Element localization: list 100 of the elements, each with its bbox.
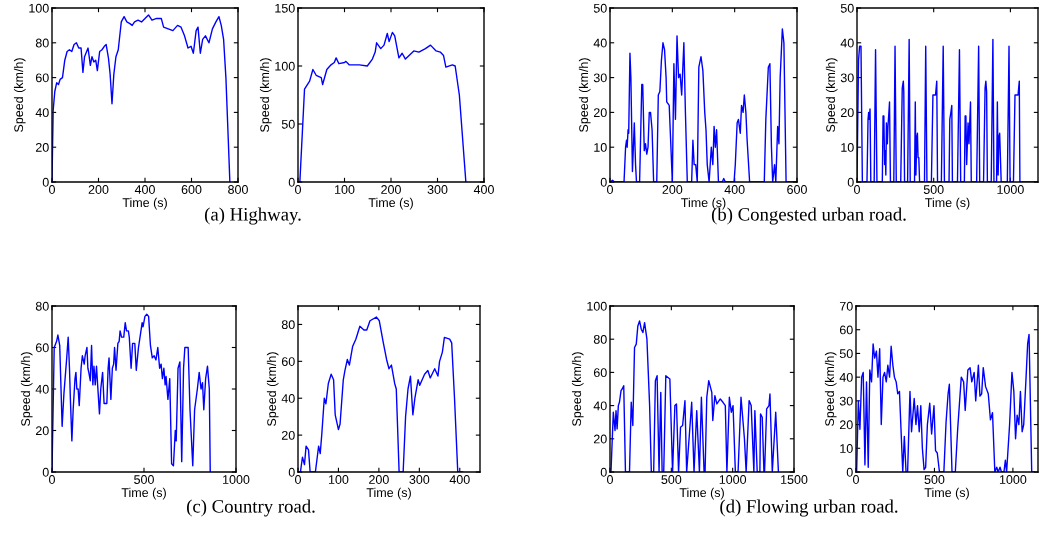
- y-tick-label: 80: [35, 38, 49, 48]
- y-tick-label: 0: [846, 467, 853, 477]
- y-tick-label: 60: [35, 343, 49, 353]
- x-tick-label: 400: [473, 185, 494, 194]
- x-tick-label: 600: [181, 185, 202, 194]
- x-axis-title: Time (s): [679, 487, 724, 500]
- y-axis-title: Speed (km/h): [571, 352, 584, 426]
- x-tick-label: 0: [607, 185, 613, 194]
- x-tick-label: 0: [295, 185, 301, 194]
- x-axis-title: Time (s): [121, 487, 166, 500]
- y-tick-label: 20: [839, 420, 853, 430]
- line-series: [856, 333, 1035, 472]
- x-axis-title: Time (s): [925, 197, 970, 210]
- x-tick-label: 300: [409, 475, 430, 484]
- y-tick-label: 20: [840, 108, 854, 118]
- x-tick-label: 500: [134, 475, 154, 484]
- x-tick-label: 100: [335, 185, 355, 194]
- x-tick-label: 200: [381, 185, 401, 194]
- x-axis-title: Time (s): [122, 197, 167, 210]
- y-tick-label: 20: [35, 143, 49, 152]
- x-tick-label: 1000: [223, 475, 250, 484]
- y-tick-label: 30: [839, 396, 853, 406]
- x-axis-title: Time (s): [924, 487, 969, 500]
- y-tick-label: 100: [29, 3, 49, 13]
- x-tick-label: 0: [49, 475, 55, 484]
- y-tick-label: 60: [35, 73, 49, 83]
- y-tick-label: 50: [840, 3, 854, 13]
- y-tick-label: 80: [35, 301, 49, 311]
- y-tick-label: 40: [35, 108, 49, 118]
- y-tick-label: 0: [42, 177, 49, 187]
- x-tick-label: 200: [369, 475, 389, 484]
- x-tick-label: 0: [295, 475, 301, 484]
- x-tick-label: 200: [662, 185, 683, 194]
- y-axis-title: Speed (km/h): [825, 58, 838, 132]
- text: (c) Country road.: [187, 499, 315, 517]
- y-axis-title: Speed (km/h): [824, 352, 837, 426]
- y-axis-title: Speed (km/h): [20, 352, 33, 426]
- x-tick-label: 800: [228, 185, 248, 194]
- y-tick-label: 0: [42, 467, 49, 477]
- y-tick-label: 70: [839, 301, 853, 311]
- y-tick-label: 0: [288, 467, 295, 477]
- x-tick-label: 500: [924, 475, 945, 484]
- y-tick-label: 40: [593, 401, 607, 411]
- y-tick-label: 60: [281, 357, 295, 366]
- y-tick-label: 30: [840, 73, 854, 83]
- x-tick-label: 100: [328, 475, 349, 484]
- x-axis-title: Time (s): [366, 487, 411, 500]
- y-tick-label: 20: [593, 108, 607, 118]
- y-tick-label: 50: [281, 119, 295, 129]
- x-tick-label: 1000: [997, 185, 1024, 194]
- y-tick-label: 60: [839, 325, 853, 335]
- y-tick-label: 40: [593, 38, 607, 48]
- y-tick-label: 10: [594, 143, 607, 152]
- y-tick-label: 40: [840, 38, 854, 48]
- text: (a) Highway.: [204, 207, 301, 225]
- x-tick-label: 400: [134, 185, 155, 194]
- y-tick-label: 0: [847, 177, 854, 187]
- y-tick-label: 40: [839, 372, 853, 382]
- y-tick-label: 40: [35, 384, 49, 394]
- y-tick-label: 20: [35, 426, 49, 436]
- x-tick-label: 500: [661, 475, 682, 484]
- x-tick-label: 1500: [781, 475, 808, 484]
- x-tick-label: 600: [787, 185, 807, 194]
- y-tick-label: 60: [593, 368, 607, 378]
- y-tick-label: 50: [839, 349, 853, 359]
- y-tick-label: 0: [600, 467, 607, 477]
- y-tick-label: 10: [840, 444, 853, 453]
- text: (d) Flowing urban road.: [720, 499, 898, 517]
- y-tick-label: 20: [281, 430, 295, 440]
- x-tick-label: 1000: [999, 475, 1027, 484]
- line-series: [299, 31, 467, 182]
- line-series: [52, 14, 231, 182]
- x-tick-label: 300: [427, 185, 448, 194]
- line-series: [52, 313, 211, 472]
- x-tick-label: 0: [607, 475, 613, 484]
- x-tick-label: 0: [854, 185, 860, 194]
- y-axis-title: Speed (km/h): [578, 58, 591, 132]
- y-axis-title: Speed (km/h): [259, 58, 272, 132]
- y-tick-label: 0: [288, 177, 295, 187]
- line-series: [610, 320, 780, 472]
- x-tick-label: 1000: [719, 475, 747, 484]
- y-axis-title: Speed (km/h): [13, 58, 26, 132]
- y-tick-label: 20: [593, 434, 607, 444]
- y-tick-label: 0: [600, 177, 607, 187]
- y-tick-label: 80: [281, 320, 295, 330]
- y-tick-label: 100: [587, 301, 607, 311]
- y-tick-label: 40: [281, 394, 295, 403]
- y-axis-title: Speed (km/h): [266, 352, 279, 426]
- x-tick-label: 400: [449, 475, 470, 484]
- x-tick-label: 0: [49, 185, 55, 194]
- y-tick-label: 100: [275, 61, 295, 71]
- y-tick-label: 10: [841, 143, 854, 152]
- x-tick-label: 500: [923, 185, 944, 194]
- x-axis-title: Time (s): [368, 197, 413, 210]
- x-tick-label: 400: [724, 185, 745, 194]
- y-tick-label: 30: [593, 73, 607, 83]
- y-tick-label: 50: [593, 3, 607, 13]
- y-tick-label: 80: [593, 335, 607, 344]
- y-tick-label: 150: [275, 3, 295, 13]
- x-tick-label: 200: [88, 185, 109, 194]
